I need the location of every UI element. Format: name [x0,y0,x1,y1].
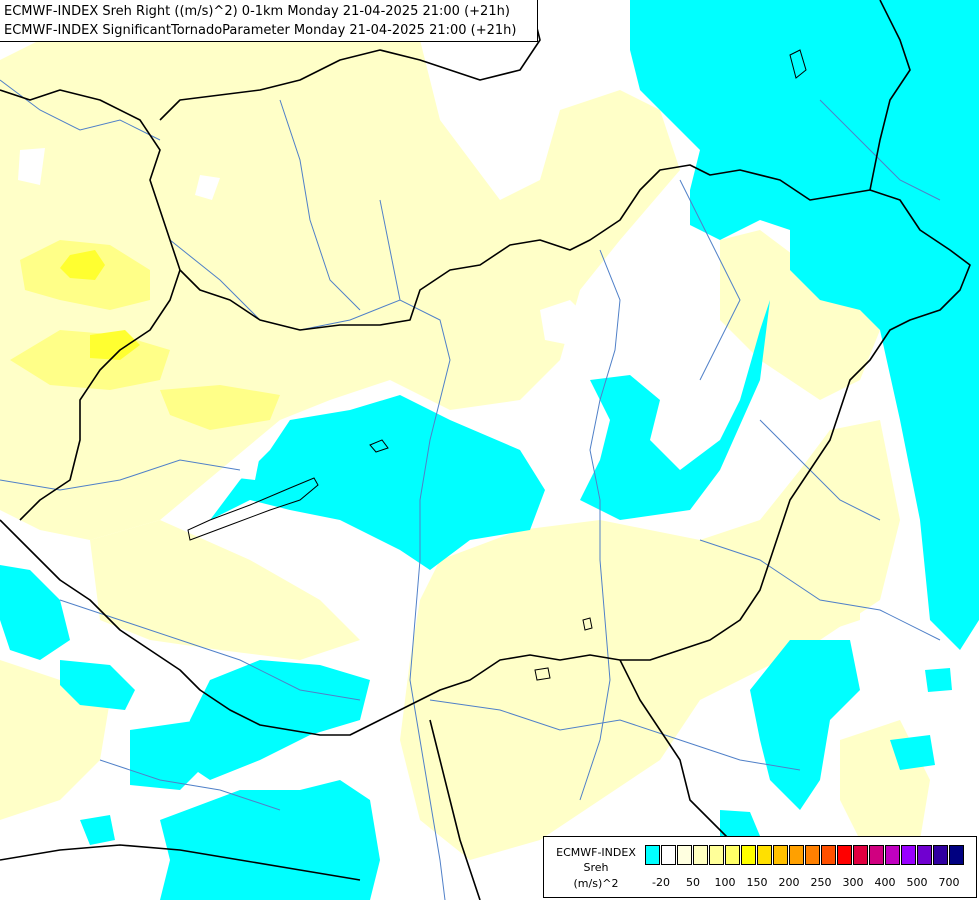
river-1 [0,79,161,141]
legend-swatch [837,845,852,865]
legend-tick-label: 200 [778,876,800,889]
border-bottomleft [0,844,361,881]
cyan-center [210,395,545,570]
river-10 [699,539,941,641]
cyan-northeast [630,0,979,650]
cyan-south [160,780,380,900]
legend-tick-label: 700 [938,876,960,889]
lake-small-1 [369,439,389,453]
border-southwest [429,719,481,900]
lake-small-3 [582,617,593,631]
legend-unit: (m/s)^2 [573,877,619,890]
map-title-box: ECMWF-INDEX Sreh Right ((m/s)^2) 0-1km M… [0,0,538,42]
legend-swatches [645,845,965,865]
legend-tick-label: -20 [652,876,670,889]
legend-swatch [933,845,948,865]
legend-swatch [853,845,868,865]
legend-swatch [805,845,820,865]
river-4 [379,199,401,301]
lake-small-2 [789,49,807,79]
title-line-2: ECMWF-INDEX SignificantTornadoParameter … [4,23,517,38]
legend-title: ECMWF-INDEX [556,846,636,859]
legend-tick-label: 300 [842,876,864,889]
legend-tick-label: 50 [686,876,700,889]
legend-variable: Sreh [583,861,609,874]
cyan-southeast [750,640,860,810]
light-yellow-west-3 [160,385,280,430]
cyan-southwest [130,720,210,790]
legend-swatch [725,845,740,865]
pale-yellow-east [760,540,860,640]
legend-swatch [645,845,660,865]
border-topmid [159,0,541,121]
cyan-bottom-right [720,810,760,836]
cyan-southwest-small [80,815,115,845]
legend-tick-label: 500 [906,876,928,889]
river-13 [759,419,881,521]
border-north [0,89,971,736]
border-west [19,269,181,521]
white-holes [18,148,590,480]
legend-swatch [661,845,676,865]
cyan-east-small [925,668,952,692]
river-9 [429,699,801,771]
white-hole-4 [238,455,260,480]
color-legend: ECMWF-INDEX Sreh (m/s)^2 -20 50 100 150 200 2… [543,836,977,898]
lake-small-4 [534,667,551,681]
legend-swatch [757,845,772,865]
title-line-1: ECMWF-INDEX Sreh Right ((m/s)^2) 0-1km M… [4,4,510,19]
river-3 [279,99,361,311]
legend-swatch [917,845,932,865]
yellow-patch-2 [90,330,140,360]
river-6 [679,179,741,381]
legend-swatch [901,845,916,865]
legend-tick-label: 400 [874,876,896,889]
yellow-regions [60,250,140,360]
white-hole-1 [18,148,45,185]
border-south [619,659,731,841]
white-hole-3 [540,300,590,345]
legend-swatch [693,845,708,865]
legend-swatch [869,845,884,865]
legend-swatch [741,845,756,865]
pale-yellow-south [90,520,360,660]
legend-tick-label: 100 [714,876,736,889]
border-northeast [869,0,911,191]
legend-tick-label: 150 [746,876,768,889]
river-7 [0,459,241,491]
legend-swatch [709,845,724,865]
river-8 [59,599,361,701]
cyan-west-lower [60,660,135,710]
lake-balaton [187,477,319,541]
river-11 [819,99,941,201]
cyan-center-east [580,300,770,520]
river-5 [579,249,621,801]
legend-swatch [949,845,964,865]
legend-swatch [821,845,836,865]
legend-swatch [773,845,788,865]
lakes [187,49,807,681]
legend-swatch [789,845,804,865]
legend-tick-label: 250 [810,876,832,889]
river-12 [99,759,281,811]
cyan-west [0,565,70,660]
legend-swatch [677,845,692,865]
rivers [0,79,941,900]
cyan-southeast-small [890,735,935,770]
yellow-patch-1 [60,250,105,280]
legend-swatch [885,845,900,865]
cyan-south-center [180,660,370,780]
white-hole-2 [195,175,220,200]
